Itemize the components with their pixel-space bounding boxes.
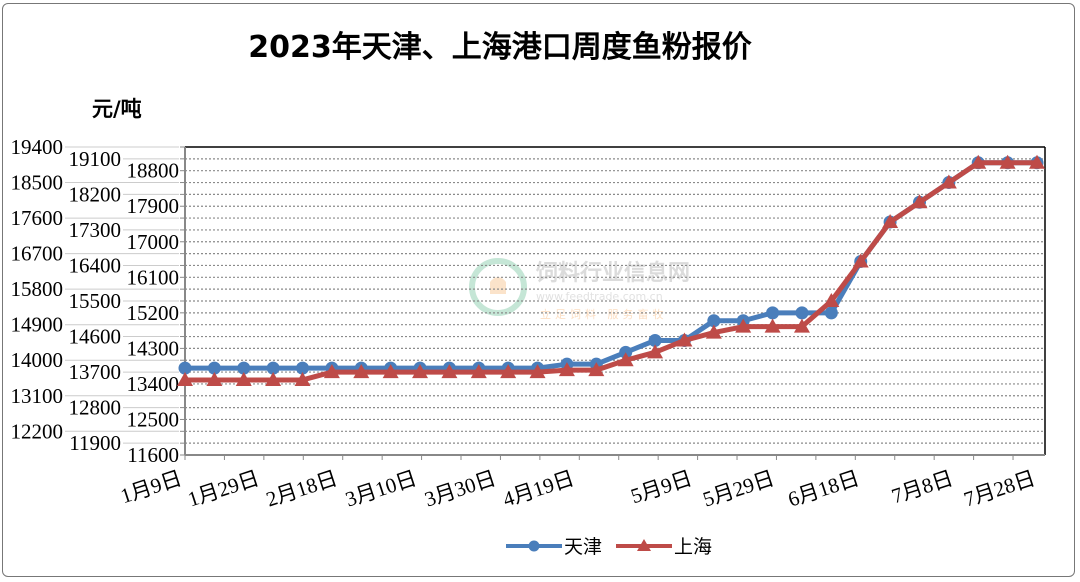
data-point: [529, 364, 546, 379]
data-point: [588, 362, 605, 377]
data-point: [764, 318, 781, 333]
data-point: [824, 306, 838, 320]
data-point: [323, 364, 340, 379]
data-point: [617, 352, 634, 367]
data-point: [707, 314, 721, 328]
y-tick-label: 19400: [11, 135, 64, 159]
y-tick-label: 13700: [69, 360, 122, 384]
watermark-slogan: 立足饲料 服务畜牧: [540, 307, 668, 321]
y-tick-label: 14600: [69, 325, 122, 349]
y-tick-label: 11900: [69, 431, 121, 455]
x-tick-label: 7月8日: [889, 466, 956, 508]
legend-label: 天津: [564, 536, 602, 558]
y-tick-label: 14300: [127, 336, 180, 360]
data-point: [294, 371, 311, 386]
y-tick-label: 18500: [11, 171, 64, 195]
data-point: [795, 306, 809, 320]
data-point: [970, 154, 987, 169]
chart-frame: [2, 3, 1075, 577]
y-tick-label: 11600: [127, 443, 179, 467]
watermark-url: www.feedtrade.com.cn: [536, 290, 663, 303]
y-tick-label: 19100: [69, 147, 122, 171]
data-point: [999, 154, 1016, 169]
data-point: [648, 333, 662, 347]
data-point: [382, 364, 399, 379]
watermark-logo-icon: [490, 277, 506, 294]
data-point: [500, 364, 517, 379]
data-point: [206, 371, 223, 386]
y-tick-label: 16700: [11, 242, 64, 266]
data-point: [735, 318, 752, 333]
data-point: [766, 306, 780, 320]
data-point: [470, 364, 487, 379]
data-point: [207, 361, 221, 375]
y-tick-label: 16100: [127, 265, 180, 289]
data-point: [823, 293, 840, 307]
data-point: [177, 371, 193, 386]
chart-title: 2023年天津、上海港口周度鱼粉报价: [248, 30, 752, 65]
data-point: [265, 371, 282, 386]
y-tick-label: 18200: [69, 182, 122, 206]
y-tick-label: 12800: [69, 396, 122, 420]
y-tick-label: 13400: [127, 372, 180, 396]
data-point: [705, 324, 722, 339]
x-tick-label: 4月19日: [500, 466, 577, 512]
y-tick-label: 14900: [11, 313, 64, 337]
data-point: [647, 344, 664, 359]
y-tick-label: 18800: [127, 159, 180, 183]
y-tick-label: 17300: [69, 218, 122, 242]
x-tick-label: 5月9日: [628, 466, 695, 508]
legend-marker-circle-icon: [528, 540, 540, 552]
data-point: [235, 371, 252, 386]
y-tick-label: 17000: [127, 230, 180, 254]
data-point: [237, 361, 251, 375]
x-tick-label: 6月18日: [785, 466, 862, 512]
y-tick-label: 16400: [69, 253, 122, 277]
data-point: [1029, 154, 1045, 169]
y-tick-label: 15800: [11, 277, 64, 301]
y-tick-label: 12200: [11, 419, 64, 443]
y-axis-label: 元/吨: [92, 97, 142, 121]
x-tick-label: 7月28日: [961, 466, 1038, 512]
y-tick-label: 15200: [127, 301, 180, 325]
data-point: [178, 361, 192, 375]
legend-marker-triangle-icon: [637, 539, 651, 551]
y-tick-label: 15500: [69, 289, 122, 313]
watermark: 饲料行业信息网 www.feedtrade.com.cn 立足饲料 服务畜牧: [469, 258, 690, 321]
data-point: [558, 362, 575, 377]
y-tick-label: 13100: [11, 384, 64, 408]
x-tick-label: 5月29日: [700, 466, 777, 512]
data-point: [353, 364, 370, 379]
legend: 天津 上海: [506, 536, 712, 558]
x-tick-label: 1月29日: [185, 466, 262, 512]
data-point: [940, 174, 957, 189]
data-point: [882, 214, 899, 229]
x-tick-label: 2月18日: [263, 466, 340, 512]
data-point: [266, 361, 280, 375]
data-point: [296, 361, 310, 375]
x-tick-label: 1月9日: [117, 466, 184, 508]
data-point: [412, 364, 429, 379]
data-point: [441, 364, 458, 379]
y-tick-label: 12500: [127, 407, 180, 431]
data-point: [911, 194, 928, 209]
x-tick-label: 3月10日: [342, 466, 419, 512]
data-point: [676, 332, 693, 347]
watermark-name: 饲料行业信息网: [535, 260, 690, 286]
data-point: [793, 318, 810, 333]
x-tick-label: 3月30日: [422, 466, 499, 512]
y-tick-label: 17600: [11, 206, 64, 230]
data-point: [852, 253, 869, 268]
y-tick-label: 14000: [11, 348, 64, 372]
y-tick-label: 17900: [127, 194, 180, 218]
legend-label: 上海: [674, 536, 712, 558]
